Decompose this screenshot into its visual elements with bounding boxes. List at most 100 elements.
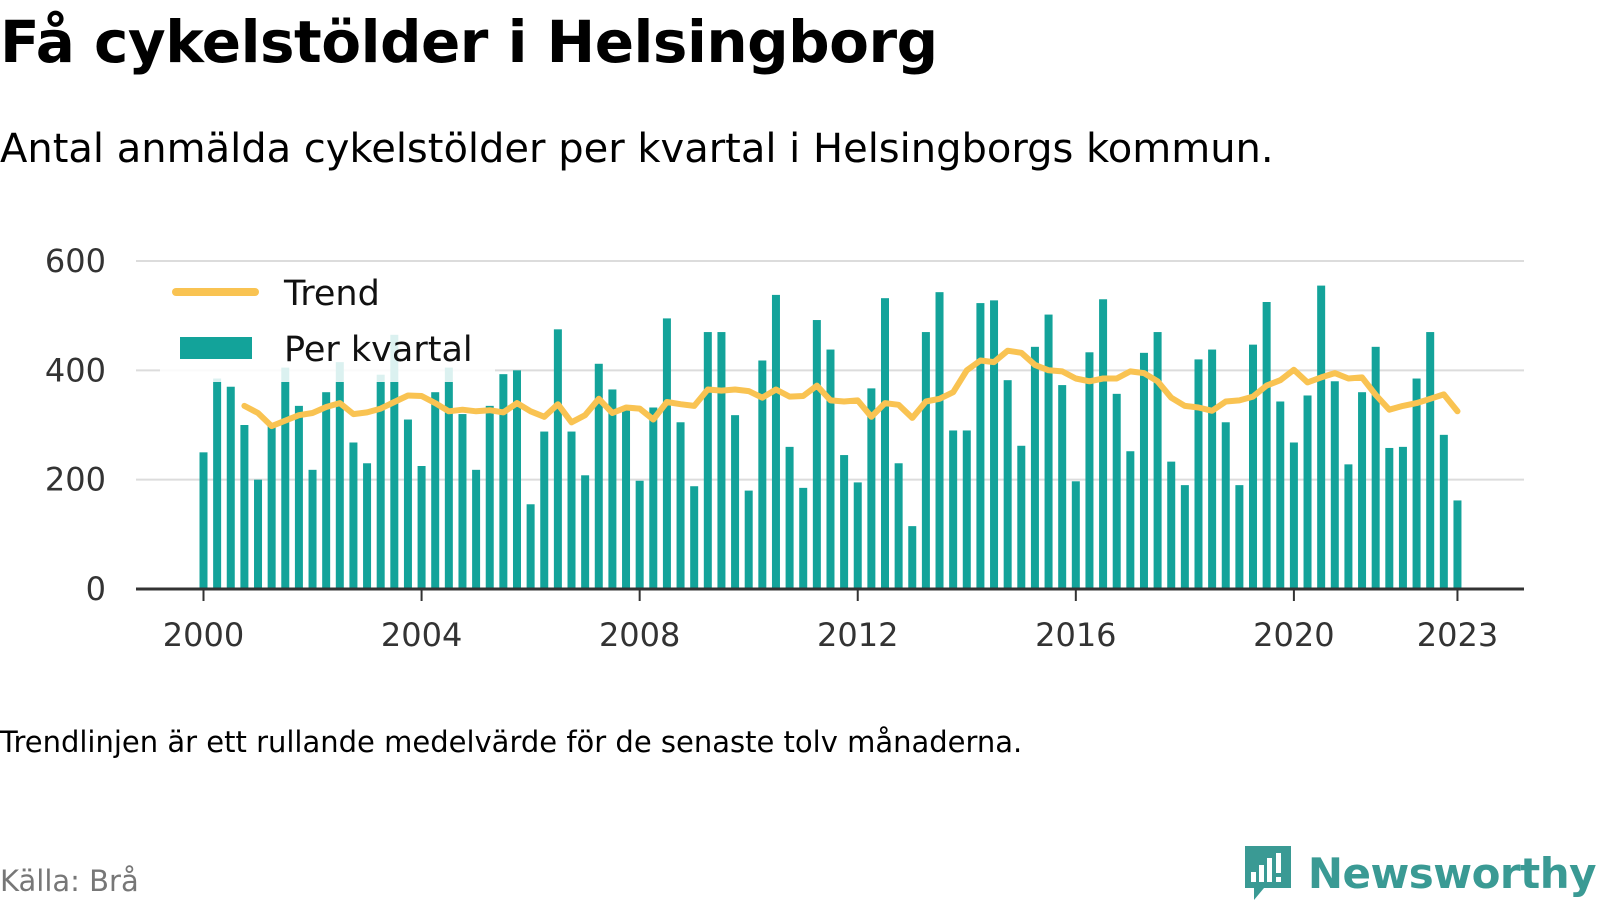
bar (1126, 451, 1135, 589)
chart-subtitle: Antal anmälda cykelstölder per kvartal i… (0, 126, 1274, 172)
bar (526, 504, 535, 589)
x-tick-label: 2020 (1253, 616, 1334, 654)
bar (1303, 395, 1312, 589)
bar (485, 405, 494, 589)
bar (949, 430, 958, 589)
bar (1249, 344, 1258, 589)
bar (1385, 447, 1394, 589)
bar (1153, 332, 1162, 589)
bar (622, 408, 631, 589)
trend-series (241, 347, 1461, 430)
bar (608, 389, 617, 589)
bar-series (199, 285, 1462, 589)
bar (1262, 302, 1271, 589)
bar (1044, 314, 1053, 589)
bar (1099, 299, 1108, 589)
y-tick-label: 400 (45, 351, 106, 389)
source-text: Källa: Brå (0, 864, 139, 898)
bar (826, 349, 835, 589)
bar (267, 425, 276, 589)
bar (1030, 346, 1039, 589)
bar (1058, 385, 1067, 589)
bar (1317, 285, 1326, 589)
bar (417, 466, 426, 589)
bar (1017, 445, 1026, 589)
bar (1276, 401, 1285, 589)
newsworthy-brand[interactable]: Newsworthy (1242, 844, 1597, 902)
bar (1139, 352, 1148, 589)
x-tick-label: 2023 (1417, 616, 1498, 654)
bar (635, 480, 644, 589)
bar (840, 455, 849, 589)
bar (308, 469, 317, 589)
legend-per-kvartal-label: Per kvartal (284, 330, 473, 370)
bar (703, 332, 712, 589)
bar (649, 407, 658, 589)
bar (853, 482, 862, 589)
bar (908, 526, 917, 589)
bar (1344, 464, 1353, 589)
chart: 0 200 400 600 2000 2004 2008 2012 2016 2020 2023 T… (45, 242, 1524, 654)
chart-title: Få cykelstölder i Helsingborg (0, 8, 938, 76)
bar (335, 362, 344, 589)
bar (976, 303, 985, 589)
bar (1330, 381, 1339, 589)
bar (226, 386, 235, 589)
bar (799, 487, 808, 589)
y-tick-label: 600 (45, 242, 106, 280)
bar (363, 463, 372, 589)
bar (1208, 349, 1217, 589)
bar (431, 392, 440, 589)
bar (199, 452, 208, 589)
bar (1453, 500, 1462, 589)
bar (322, 392, 331, 589)
bar (1071, 481, 1080, 589)
bar (1194, 359, 1203, 589)
bar (935, 292, 944, 589)
bar (1426, 332, 1435, 589)
bar (731, 415, 740, 589)
bar (921, 332, 930, 589)
bar (1398, 446, 1407, 589)
bar (785, 446, 794, 589)
bar (444, 367, 453, 589)
bar (690, 486, 699, 589)
bar (403, 419, 412, 589)
bar (594, 363, 603, 589)
bar (240, 425, 249, 589)
bar (771, 294, 780, 589)
newsworthy-logo-icon (1244, 846, 1291, 900)
legend: Trend Per kvartal (160, 264, 495, 382)
newsworthy-wordmark: Newsworthy (1307, 848, 1597, 898)
bar (567, 431, 576, 589)
y-tick-label: 0 (86, 570, 106, 608)
bar (254, 479, 263, 589)
bar (812, 320, 821, 589)
bar (990, 300, 999, 589)
legend-trend-label: Trend (283, 274, 380, 314)
bar (281, 367, 290, 589)
footnote: Trendlinjen är ett rullande medelvärde f… (0, 725, 1023, 759)
bar (1371, 346, 1380, 589)
bar (744, 490, 753, 589)
bar (881, 298, 889, 589)
trend-line (241, 347, 1461, 430)
bar (867, 388, 876, 589)
bar (553, 329, 562, 589)
bar (894, 463, 903, 589)
bar (376, 374, 385, 589)
y-tick-label: 200 (45, 461, 106, 499)
bar (758, 360, 767, 589)
bar (499, 374, 508, 589)
bar (1112, 393, 1121, 589)
legend-per-kvartal-swatch (180, 337, 252, 359)
bar (717, 332, 726, 589)
bar (1085, 352, 1094, 589)
bar (676, 422, 685, 589)
bar (458, 414, 467, 589)
bar (581, 475, 590, 589)
bar (1439, 434, 1448, 589)
bar (1412, 378, 1421, 589)
bar (472, 469, 481, 589)
x-tick-label: 2016 (1035, 616, 1116, 654)
